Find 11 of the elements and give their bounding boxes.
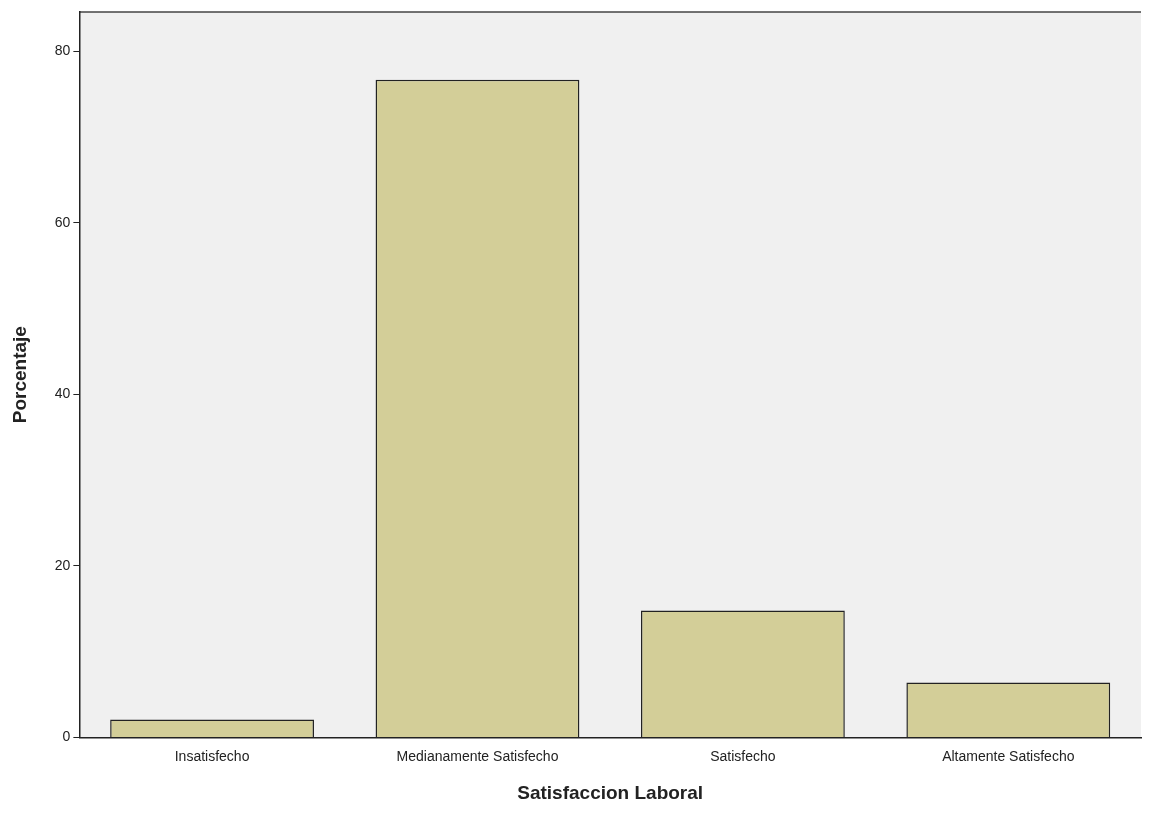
y-tick-label: 60: [54, 213, 71, 230]
y-axis-title: Porcentaje: [8, 326, 30, 424]
y-tick-label: 40: [54, 385, 71, 402]
x-tick-label: Medianamente Satisfecho: [396, 747, 559, 764]
y-tick-label: 20: [54, 556, 71, 573]
y-tick-label: 80: [54, 42, 71, 59]
y-tick-label: 0: [62, 728, 71, 745]
x-tick-label: Altamente Satisfecho: [942, 747, 1075, 764]
x-tick-label: Insatisfecho: [174, 747, 250, 764]
x-tick-label: Satisfecho: [710, 747, 776, 764]
x-axis-title: Satisfaccion Laboral: [517, 781, 704, 803]
